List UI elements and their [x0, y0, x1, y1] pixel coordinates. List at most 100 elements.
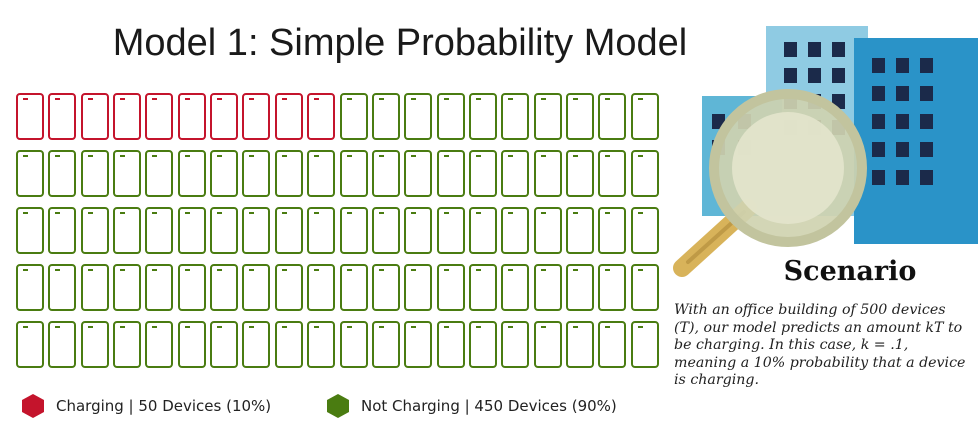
- scenario-heading: Scenario: [783, 256, 917, 287]
- device-not-charging-icon: [16, 207, 44, 254]
- window-icon: [784, 42, 797, 57]
- device-not-charging-icon: [339, 321, 368, 368]
- device-not-charging-icon: [630, 264, 659, 311]
- device-not-charging-icon: [501, 150, 530, 197]
- device-charging-icon: [210, 93, 239, 140]
- device-not-charging-icon: [113, 321, 142, 368]
- window-icon: [808, 68, 821, 83]
- device-not-charging-icon: [307, 264, 336, 311]
- device-not-charging-icon: [468, 207, 497, 254]
- window-icon: [896, 86, 909, 101]
- device-not-charging-icon: [598, 207, 627, 254]
- device-not-charging-icon: [371, 150, 400, 197]
- device-not-charging-icon: [436, 150, 465, 197]
- device-not-charging-icon: [80, 264, 109, 311]
- device-charging-icon: [242, 93, 271, 140]
- device-not-charging-icon: [307, 150, 336, 197]
- device-not-charging-icon: [339, 150, 368, 197]
- device-not-charging-icon: [630, 321, 659, 368]
- device-not-charging-icon: [16, 321, 44, 368]
- window-icon: [872, 170, 885, 185]
- device-charging-icon: [145, 93, 174, 140]
- device-not-charging-icon: [274, 264, 303, 311]
- window-icon: [920, 114, 933, 129]
- device-not-charging-icon: [274, 321, 303, 368]
- device-not-charging-icon: [16, 264, 44, 311]
- device-not-charging-icon: [371, 264, 400, 311]
- device-not-charging-icon: [565, 207, 594, 254]
- device-not-charging-icon: [533, 264, 562, 311]
- device-not-charging-icon: [177, 150, 206, 197]
- charging-hexagon-icon: [22, 394, 44, 418]
- window-icon: [872, 58, 885, 73]
- window-icon: [920, 170, 933, 185]
- device-not-charging-icon: [210, 264, 239, 311]
- device-not-charging-icon: [145, 321, 174, 368]
- device-not-charging-icon: [339, 93, 368, 140]
- legend-label-not-charging: Not Charging | 450 Devices (90%): [361, 397, 617, 415]
- device-not-charging-icon: [533, 321, 562, 368]
- device-not-charging-icon: [242, 321, 271, 368]
- legend-item-not-charging: Not Charging | 450 Devices (90%): [327, 394, 617, 418]
- window-icon: [920, 142, 933, 157]
- device-not-charging-icon: [436, 321, 465, 368]
- device-not-charging-icon: [404, 264, 433, 311]
- device-not-charging-icon: [177, 321, 206, 368]
- device-not-charging-icon: [307, 321, 336, 368]
- device-not-charging-icon: [468, 321, 497, 368]
- device-not-charging-icon: [436, 207, 465, 254]
- device-not-charging-icon: [598, 321, 627, 368]
- window-icon: [872, 86, 885, 101]
- device-not-charging-icon: [242, 207, 271, 254]
- device-not-charging-icon: [501, 321, 530, 368]
- window-icon: [872, 114, 885, 129]
- device-not-charging-icon: [468, 93, 497, 140]
- device-not-charging-icon: [48, 150, 77, 197]
- device-charging-icon: [48, 93, 77, 140]
- device-not-charging-icon: [210, 150, 239, 197]
- device-charging-icon: [16, 93, 44, 140]
- device-not-charging-icon: [48, 321, 77, 368]
- window-icon: [896, 170, 909, 185]
- window-icon: [808, 42, 821, 57]
- device-not-charging-icon: [565, 93, 594, 140]
- window-icon: [832, 68, 845, 83]
- device-not-charging-icon: [533, 207, 562, 254]
- legend-label-charging: Charging | 50 Devices (10%): [56, 397, 272, 415]
- device-not-charging-icon: [80, 321, 109, 368]
- device-not-charging-icon: [177, 264, 206, 311]
- device-not-charging-icon: [210, 207, 239, 254]
- device-not-charging-icon: [404, 150, 433, 197]
- device-not-charging-icon: [404, 93, 433, 140]
- device-not-charging-icon: [630, 207, 659, 254]
- device-charging-icon: [274, 93, 303, 140]
- device-not-charging-icon: [177, 207, 206, 254]
- device-charging-icon: [307, 93, 336, 140]
- device-not-charging-icon: [80, 150, 109, 197]
- device-grid: [16, 93, 661, 370]
- device-not-charging-icon: [598, 150, 627, 197]
- window-icon: [920, 58, 933, 73]
- device-not-charging-icon: [339, 207, 368, 254]
- device-not-charging-icon: [630, 93, 659, 140]
- device-charging-icon: [113, 93, 142, 140]
- device-not-charging-icon: [274, 150, 303, 197]
- device-not-charging-icon: [113, 264, 142, 311]
- device-not-charging-icon: [630, 150, 659, 197]
- window-icon: [896, 114, 909, 129]
- device-not-charging-icon: [598, 93, 627, 140]
- device-not-charging-icon: [371, 321, 400, 368]
- device-not-charging-icon: [113, 150, 142, 197]
- device-not-charging-icon: [145, 264, 174, 311]
- window-icon: [920, 86, 933, 101]
- magnifying-glass-icon: [673, 89, 867, 277]
- device-not-charging-icon: [501, 264, 530, 311]
- device-not-charging-icon: [145, 207, 174, 254]
- device-not-charging-icon: [436, 264, 465, 311]
- device-not-charging-icon: [371, 93, 400, 140]
- device-not-charging-icon: [307, 207, 336, 254]
- device-not-charging-icon: [145, 150, 174, 197]
- device-not-charging-icon: [533, 93, 562, 140]
- device-not-charging-icon: [404, 321, 433, 368]
- page-title: Model 1: Simple Probability Model: [112, 22, 688, 64]
